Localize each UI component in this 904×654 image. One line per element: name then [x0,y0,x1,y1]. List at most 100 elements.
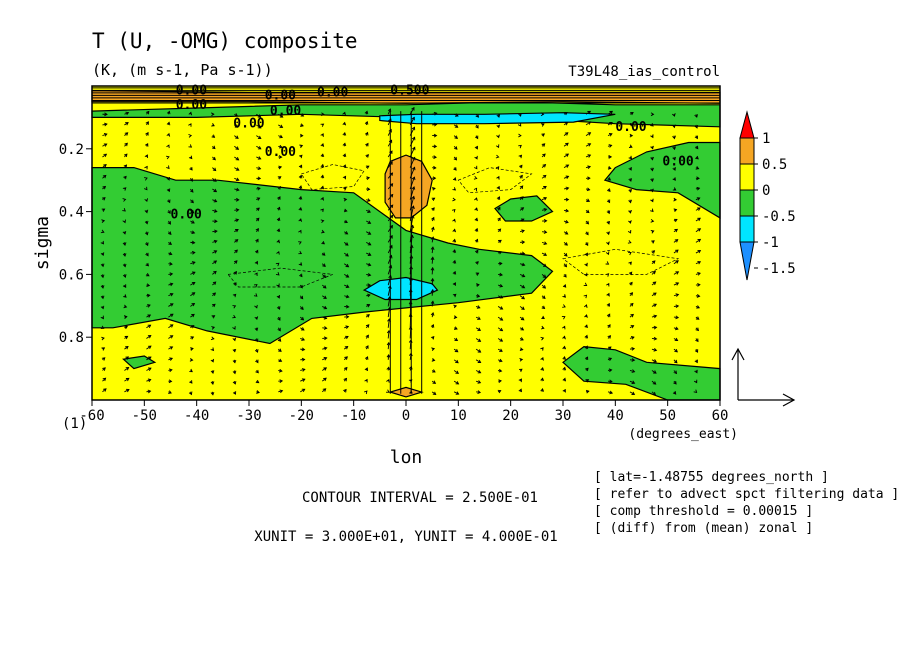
wind-vector-head [606,231,610,236]
wind-vector-head [452,228,457,233]
wind-vector-432 [431,391,437,396]
wind-vector-head [147,345,152,349]
wind-vector-head [475,272,480,276]
contour-label-1: 0.00 [265,88,296,103]
wind-vector-head [408,288,413,293]
wind-vector-211 [254,338,259,343]
wind-vector-head [300,327,305,331]
wind-vector-head [255,217,260,222]
wind-vector-head [583,272,588,277]
wind-vector-head [365,165,370,169]
wind-vector-419 [430,246,435,254]
wind-vector-133 [189,368,193,373]
wind-vector-342 [366,293,371,298]
wind-vector-head [256,390,260,394]
wind-vector-477 [476,294,481,298]
wind-vector-223 [277,176,282,180]
wind-vector-head [585,220,590,225]
wind-vector-head [343,377,348,382]
wind-vector-680 [650,156,654,161]
wind-vector-258 [298,262,303,266]
wind-vector-head [257,125,262,129]
wind-vector-362 [387,214,394,222]
y-tick-label-3: 0.8 [59,330,84,346]
wind-vector-head [608,357,613,362]
wind-vector-head [477,359,482,363]
wind-vector-49 [124,335,129,340]
wind-vector-46 [123,304,128,309]
wind-vector-426 [430,323,435,328]
wind-vector-423 [430,288,435,296]
wind-vector-head [364,378,368,383]
wind-vector-head [693,389,698,393]
wind-vector-142 [212,177,217,182]
wind-vector-511 [498,368,503,373]
wind-vector-549 [541,196,548,201]
wind-vector-head [583,294,588,299]
wind-vector-643 [607,335,612,339]
wind-vector-head [628,271,633,276]
contour-label-3: 0.00 [317,85,348,100]
wind-vector-head [497,217,501,222]
wind-vector-head [540,367,545,371]
wind-vector-head [235,187,240,192]
wind-vector-311 [343,252,349,257]
wind-vector-417 [430,226,435,232]
wind-vector-head [367,252,372,256]
wind-vector-94 [168,241,173,245]
wind-vector-head [275,262,280,267]
wind-vector-636 [605,261,610,265]
wind-vector-head [608,368,613,373]
wind-vector-head [453,304,458,309]
wind-vector-head [124,142,128,147]
wind-vector-head [345,325,350,329]
wind-vector-364 [387,234,393,243]
wind-vector-75 [146,324,152,329]
wind-vector-305 [343,187,347,191]
wind-vector-647 [607,379,613,384]
x-tick-label-1: -50 [132,408,157,424]
wind-vector-head [122,230,127,235]
wind-vector-head [430,236,435,240]
wind-vector-724 [673,337,679,342]
wind-vector-657 [628,199,632,204]
wind-vector-564 [540,357,544,361]
wind-vector-head [519,174,523,179]
wind-vector-head [455,113,459,117]
wind-vector-560 [541,315,545,319]
wind-vector-head [695,338,699,343]
wind-vector-15 [100,263,105,268]
wind-vector-503 [497,284,504,288]
wind-vector-head [299,133,304,138]
wind-vector-head [498,379,502,383]
wind-vector-head [320,143,325,147]
wind-vector-head [276,306,281,310]
wind-vector-head [277,176,282,180]
wind-vector-shaft [387,140,393,147]
wind-vector-head [607,346,612,350]
wind-vector-469 [474,207,478,212]
wind-vector-543 [541,133,545,137]
wind-vector-743 [695,249,702,254]
wind-vector-head [189,357,194,362]
wind-vector-370 [387,295,392,307]
wind-vector-710 [672,187,677,191]
wind-vector-head [166,155,170,160]
x-tick-label-2: -40 [184,408,209,424]
wind-vector-444 [452,228,457,233]
wind-vector-130 [190,336,195,340]
info-line-1: [ lat=-1.48755 degrees_north ] [594,470,829,485]
wind-vector-head [607,188,611,192]
wind-vector-405 [409,390,413,394]
wind-vector-726 [673,359,678,364]
wind-vector-head [188,155,193,160]
wind-vector-127 [190,303,196,307]
wind-vector-head [145,110,150,115]
wind-vector-253 [298,206,303,211]
wind-vector-head [364,120,369,125]
wind-vector-shaft [475,348,481,353]
wind-vector-head [519,164,523,169]
wind-vector-head [675,304,680,309]
wind-vector-head [565,197,570,202]
wind-vector-head [191,303,196,307]
